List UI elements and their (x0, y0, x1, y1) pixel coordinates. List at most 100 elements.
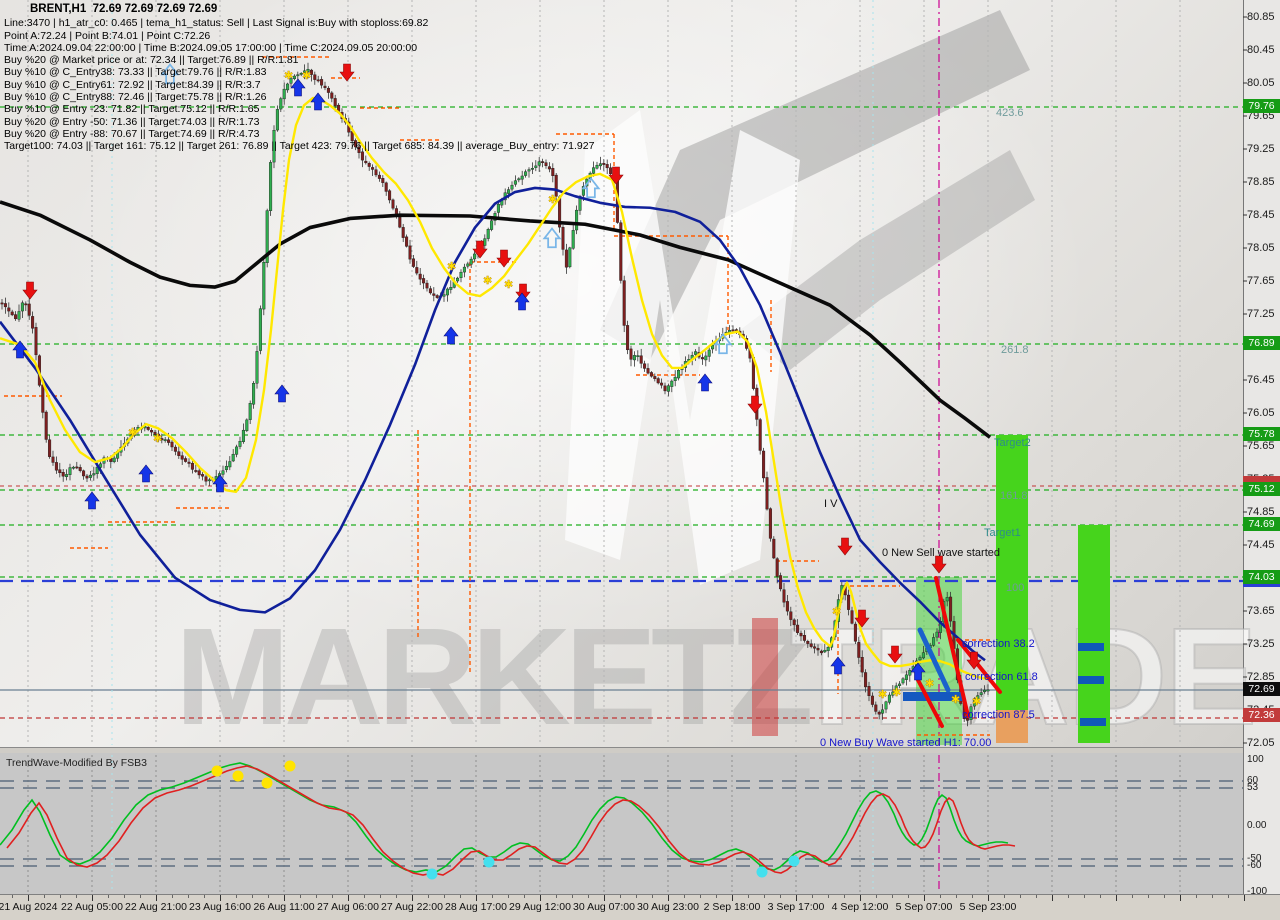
info-line: Point A:72.24 | Point B:74.01 | Point C:… (4, 29, 211, 42)
chart-annotation: 0 New Buy Wave started H1: 70.00 (820, 737, 992, 749)
time-axis[interactable] (0, 894, 1280, 920)
event-vlines (111, 0, 940, 893)
price-tick-label: 80.05 (1247, 77, 1275, 89)
hollow-arrow-icon (542, 227, 562, 249)
time-tick-label: 27 Aug 22:00 (381, 901, 443, 913)
sell-arrow-icon (608, 166, 624, 185)
sell-arrow-icon (515, 283, 531, 302)
chart-annotation: 161.8 (1000, 490, 1028, 502)
buy-arrow-icon (212, 474, 228, 493)
oscillator-tick-label: -50 (1247, 853, 1262, 864)
sell-arrow-icon (472, 240, 488, 259)
red-trend-lines (916, 576, 1002, 728)
tema-star-icon: ✱ (483, 275, 492, 287)
oscillator-tick-label: 100 (1247, 754, 1264, 765)
price-badge: 76.89 (1243, 336, 1280, 350)
info-line: Buy %20 @ Entry -50: 71.36 || Target:74.… (4, 115, 260, 128)
chart-annotation: correction 87.5 (962, 709, 1035, 721)
price-tick-label: 72.05 (1247, 737, 1275, 749)
sell-arrow-icon (747, 395, 763, 414)
price-badge: 74.03 (1243, 570, 1280, 587)
time-tick-label: 5 Sep 23:00 (959, 901, 1017, 913)
hollow-arrow-icon (581, 177, 601, 199)
price-tick-label: 73.65 (1247, 605, 1275, 617)
hollow-arrow-icon (160, 63, 180, 85)
info-line: Buy %10 @ Entry -23: 71.82 || Target:75.… (4, 103, 260, 116)
price-tick-label: 79.25 (1247, 143, 1275, 155)
sell-arrow-icon (887, 645, 903, 664)
indicator-panel-canvas[interactable] (0, 753, 1243, 894)
oscillator-label: TrendWave-Modified By FSB3 (6, 757, 148, 769)
sell-arrow-icon (966, 651, 982, 670)
info-line: Buy %10 @ C_Entry61: 72.92 || Target:84.… (4, 78, 261, 91)
candles[interactable] (0, 62, 990, 727)
sell-arrow-icon (837, 537, 853, 556)
info-line: Line:3470 | h1_atr_c0: 0.465 | tema_h1_s… (4, 17, 429, 30)
tema-star-icon: ✱ (302, 70, 311, 82)
sar-channel (4, 56, 990, 736)
price-tick-label: 74.85 (1247, 506, 1275, 518)
price-tick-label: 78.05 (1247, 242, 1275, 254)
time-tick-label: 29 Aug 12:00 (509, 901, 571, 913)
chart-annotation: 423.6 (996, 107, 1024, 119)
price-tick-label: 76.05 (1247, 407, 1275, 419)
info-line: Buy %10 @ C_Entry88: 72.46 || Target:75.… (4, 91, 267, 104)
tema-star-icon: ✱ (504, 279, 513, 291)
tema-star-icon: ✱ (925, 678, 934, 690)
trendwave-oscillator (0, 760, 1243, 880)
buy-arrow-icon (697, 373, 713, 392)
price-tick-label: 73.25 (1247, 638, 1275, 650)
oscillator-tick-label: 53 (1247, 782, 1259, 793)
time-tick-label: 30 Aug 07:00 (573, 901, 635, 913)
info-line: Time A:2024.09.04 22:00:00 | Time B:2024… (4, 41, 418, 54)
price-tick-label: 76.45 (1247, 374, 1275, 386)
tema-star-icon: ✱ (878, 689, 887, 701)
time-tick-label: 28 Aug 17:00 (445, 901, 507, 913)
buy-arrow-icon (290, 78, 306, 97)
info-line: Buy %20 @ Market price or at: 72.34 || T… (4, 54, 299, 67)
target-bars (903, 435, 1110, 743)
price-badge: 75.12 (1243, 482, 1280, 496)
price-badge: 72.36 (1243, 708, 1280, 722)
chart-annotation: 261.8 (1001, 344, 1029, 356)
price-axis[interactable] (1243, 0, 1280, 894)
hollow-arrow-icon (713, 333, 733, 355)
time-tick-label: 23 Aug 16:00 (189, 901, 251, 913)
symbol-title: BRENT,H1 72.69 72.69 72.69 72.69 (30, 3, 218, 15)
oscillator-tick-label: -60 (1247, 860, 1262, 871)
time-tick-label: 27 Aug 06:00 (317, 901, 379, 913)
time-tick-label: 22 Aug 05:00 (61, 901, 123, 913)
level-lines (0, 106, 1243, 719)
overbought-dot-icon (211, 765, 223, 777)
moving-averages (0, 96, 992, 681)
tema-star-icon: ✱ (972, 696, 981, 708)
price-badge: 72.69 (1243, 682, 1280, 696)
tema-star-icon: ✱ (447, 261, 456, 273)
oversold-dot-icon (756, 866, 768, 878)
buy-arrow-icon (310, 92, 326, 111)
time-tick-label: 2 Sep 18:00 (703, 901, 761, 913)
oscillator-tick-label: 60 (1247, 775, 1259, 786)
info-line: Buy %10 @ C_Entry38: 73.33 || Target:79.… (4, 66, 267, 79)
overbought-dot-icon (284, 760, 296, 772)
oscillator-tick-label: -100 (1247, 886, 1268, 897)
chart-annotation: Target1 (984, 527, 1021, 539)
chart-annotation: correction 61.8 (965, 671, 1038, 683)
price-tick-label: 80.45 (1247, 44, 1275, 56)
watermark-marketz: MARKETZ (175, 600, 814, 754)
brand-logo (565, 10, 1035, 585)
time-tick-label: 22 Aug 21:00 (125, 901, 187, 913)
price-badge: 79.76 (1243, 99, 1280, 113)
buy-arrow-icon (274, 384, 290, 403)
info-line: Buy %20 @ Entry -88: 70.67 || Target:74.… (4, 127, 260, 140)
price-tick-label: 78.45 (1247, 209, 1275, 221)
oversold-dot-icon (483, 856, 495, 868)
sell-arrow-icon (854, 609, 870, 628)
buy-arrow-icon (443, 326, 459, 345)
buy-arrow-icon (830, 656, 846, 675)
price-tick-label: 77.65 (1247, 275, 1275, 287)
chart-annotation: 100 (1006, 582, 1025, 594)
sell-arrow-icon (339, 63, 355, 82)
time-tick-label: 30 Aug 23:00 (637, 901, 699, 913)
sell-arrow-icon (496, 249, 512, 268)
